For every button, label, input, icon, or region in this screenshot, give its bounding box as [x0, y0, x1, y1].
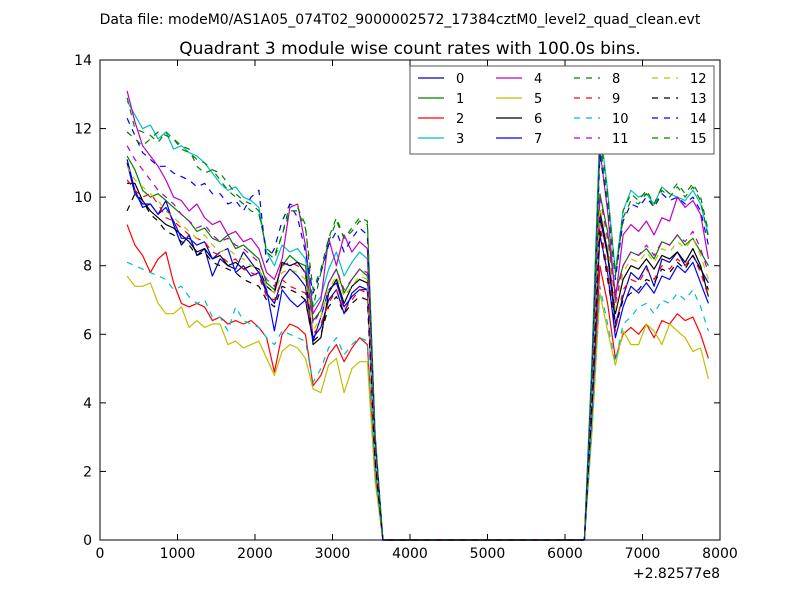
legend-label-15: 15 — [690, 132, 707, 147]
series-line-15 — [126, 131, 709, 541]
legend-label-5: 5 — [534, 92, 542, 107]
x-tick-label: 0 — [96, 546, 105, 562]
x-tick-label: 7000 — [625, 546, 661, 562]
legend-label-12: 12 — [690, 72, 707, 87]
y-tick-label: 8 — [83, 259, 92, 275]
y-tick-label: 0 — [83, 533, 92, 549]
x-tick-label: 1000 — [160, 546, 196, 562]
legend-label-10: 10 — [612, 112, 629, 127]
y-tick-label: 4 — [83, 396, 92, 412]
y-tick-label: 10 — [74, 190, 92, 206]
y-tick-label: 6 — [83, 327, 92, 343]
y-tick-label: 2 — [83, 464, 92, 480]
y-tick-label: 14 — [74, 53, 92, 69]
legend-label-8: 8 — [612, 72, 620, 87]
x-axis-ticks: 0 1000 2000 3000 4000 5000 6000 7000 8000 — [96, 60, 738, 562]
legend-label-14: 14 — [690, 112, 707, 127]
legend-label-0: 0 — [456, 72, 464, 87]
x-tick-label: 8000 — [702, 546, 738, 562]
legend-label-2: 2 — [456, 112, 464, 127]
legend-label-9: 9 — [612, 92, 620, 107]
x-tick-label: 6000 — [547, 546, 583, 562]
legend-label-11: 11 — [612, 132, 629, 147]
legend-label-1: 1 — [456, 92, 464, 107]
chart-title: Quadrant 3 module wise count rates with … — [179, 39, 640, 59]
x-offset-label: +2.82577e8 — [633, 566, 720, 582]
legend-label-4: 4 — [534, 72, 542, 87]
legend-label-13: 13 — [690, 92, 707, 107]
x-tick-label: 4000 — [392, 546, 428, 562]
y-tick-label: 12 — [74, 122, 92, 138]
legend-box — [409, 65, 715, 155]
legend-label-3: 3 — [456, 132, 464, 147]
x-tick-label: 2000 — [237, 546, 273, 562]
x-tick-label: 3000 — [315, 546, 351, 562]
x-tick-label: 5000 — [470, 546, 506, 562]
data-file-suptitle: Data file: modeM0/AS1A05_074T02_90000025… — [100, 12, 701, 28]
legend-label-7: 7 — [534, 132, 542, 147]
legend-label-6: 6 — [534, 112, 542, 127]
